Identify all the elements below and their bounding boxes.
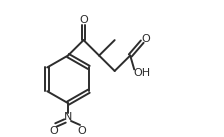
Text: O: O xyxy=(78,126,86,136)
Text: N: N xyxy=(64,112,72,122)
Text: O: O xyxy=(142,34,151,44)
Text: O: O xyxy=(50,126,58,136)
Text: OH: OH xyxy=(134,68,151,78)
Text: O: O xyxy=(79,15,88,25)
